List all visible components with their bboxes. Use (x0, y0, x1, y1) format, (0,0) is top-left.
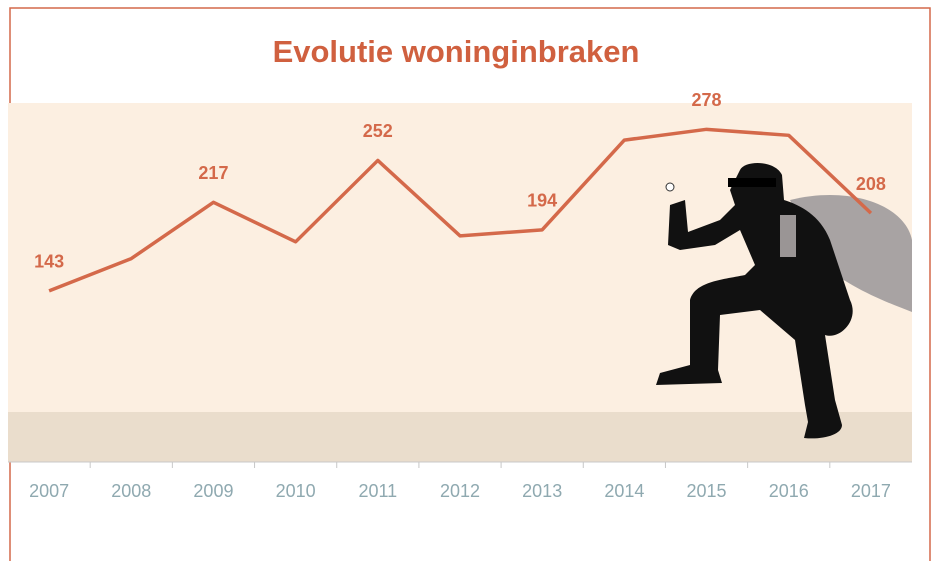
data-label: 217 (198, 163, 228, 183)
x-tick-label: 2008 (111, 481, 151, 501)
data-label: 252 (363, 121, 393, 141)
page: Evolutie woninginbraken 2007 2008 2009 2010… (0, 0, 933, 561)
x-tick-label: 2016 (769, 481, 809, 501)
x-tick-label: 2012 (440, 481, 480, 501)
x-tick-label: 2014 (604, 481, 644, 501)
data-label: 208 (856, 174, 886, 194)
floor-band (8, 412, 912, 462)
chart: Evolutie woninginbraken 2007 2008 2009 2010… (0, 0, 933, 561)
data-label: 143 (34, 252, 64, 272)
x-tick-label: 2007 (29, 481, 69, 501)
chart-title: Evolutie woninginbraken (273, 34, 640, 69)
x-tick-label: 2013 (522, 481, 562, 501)
x-tick-label: 2015 (687, 481, 727, 501)
x-tick-label: 2009 (193, 481, 233, 501)
data-label: 278 (692, 90, 722, 110)
data-label: 194 (527, 191, 557, 211)
x-tick-label: 2010 (276, 481, 316, 501)
x-tick-label: 2017 (851, 481, 891, 501)
x-tick-label: 2011 (358, 481, 397, 501)
